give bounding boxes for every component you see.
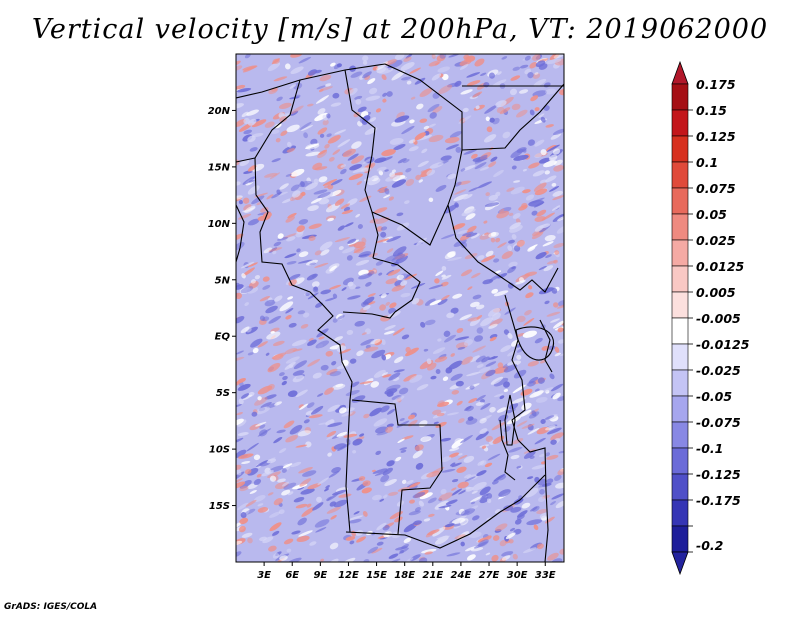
colorbar-swatch	[671, 525, 689, 553]
colorbar-swatch	[671, 343, 689, 371]
country-borders	[236, 63, 564, 562]
border-line	[447, 204, 559, 293]
lon-tick-label: 12E	[338, 570, 359, 581]
colorbar-label: 0.05	[696, 207, 727, 222]
colorbar-swatch	[671, 317, 689, 345]
border-line	[342, 311, 396, 319]
lon-tick-label: 30E	[507, 570, 528, 581]
border-line	[291, 284, 353, 401]
lat-tick-label: 5N	[215, 275, 231, 286]
colorbar-swatch	[671, 213, 689, 241]
lake-outline	[504, 394, 516, 446]
border-line	[384, 63, 463, 206]
lon-tick-label: 18E	[394, 570, 415, 581]
border-line	[461, 83, 564, 151]
lon-tick-label: 15E	[366, 570, 387, 581]
lon-tick-label: 6E	[285, 570, 299, 581]
colorbar-label: -0.1	[696, 441, 723, 456]
colorbar-label: -0.125	[696, 467, 741, 482]
border-line	[345, 399, 351, 533]
lat-tick-label: 15N	[208, 162, 231, 173]
colorbar-bottom-arrow	[671, 551, 689, 576]
colorbar-label: 0.1	[696, 155, 718, 170]
colorbar-swatch	[671, 161, 689, 189]
lat-tick-label: 15S	[209, 501, 230, 512]
border-line	[372, 257, 421, 313]
colorbar-label: 0.005	[696, 285, 736, 300]
colorbar-label: -0.075	[696, 415, 741, 430]
border-line	[499, 419, 516, 481]
border-line	[254, 157, 293, 286]
colorbar-label: 0.025	[696, 233, 736, 248]
colorbar-label: -0.005	[696, 311, 741, 326]
lon-tick-label: 27E	[479, 570, 500, 581]
lon-tick-label: 21E	[422, 570, 443, 581]
lat-tick-label: 10S	[209, 445, 230, 456]
longitude-axis: 3E 6E 9E 12E 15E 18E 21E 24E 27E 30E 33E	[257, 562, 556, 581]
border-line	[236, 79, 301, 163]
border-line	[371, 204, 449, 246]
lat-tick-label: 10N	[208, 219, 231, 230]
colorbar-label: -0.2	[696, 538, 723, 553]
lat-tick-label: 5S	[216, 388, 230, 399]
colorbar-swatch	[671, 447, 689, 475]
velocity-field	[236, 54, 564, 562]
lat-tick-label: 20N	[208, 106, 231, 117]
border-line	[351, 399, 443, 535]
colorbar-swatch	[671, 291, 689, 319]
colorbar-label: -0.025	[696, 363, 741, 378]
lon-tick-label: 3E	[257, 570, 271, 581]
lat-tick-label: EQ	[215, 332, 231, 343]
colorbar-label: -0.175	[696, 493, 741, 508]
latitude-axis: 20N 15N 10N 5N EQ 5S 10S 15S	[208, 106, 236, 512]
colorbar-swatch	[671, 473, 689, 501]
colorbar-label: -0.05	[696, 389, 732, 404]
lon-tick-label: 33E	[535, 570, 556, 581]
colorbar-label: 0.175	[696, 77, 736, 92]
colorbar-swatch	[671, 83, 689, 111]
colorbar-label: 0.15	[696, 103, 727, 118]
colorbar: 0.175 0.15 0.125 0.1 0.075 0.05 0.025 0.0125 0.0…	[671, 60, 750, 576]
lon-tick-label: 24E	[451, 570, 472, 581]
map-title: Vertical velocity [m/s] at 200hPa, VT: 2…	[31, 14, 769, 45]
colorbar-label: -0.0125	[696, 337, 750, 352]
colorbar-swatch	[671, 265, 689, 293]
colorbar-swatch	[671, 395, 689, 423]
border-line	[344, 69, 379, 259]
grads-credit: GrADS: IGES/COLA	[4, 602, 98, 612]
colorbar-label: 0.075	[696, 181, 736, 196]
border-line	[517, 439, 549, 562]
colorbar-swatch	[671, 421, 689, 449]
colorbar-swatch	[671, 239, 689, 267]
colorbar-swatch	[671, 369, 689, 397]
colorbar-swatch	[671, 135, 689, 163]
border-line	[236, 204, 245, 263]
colorbar-swatch	[671, 109, 689, 137]
colorbar-label: 0.125	[696, 129, 736, 144]
colorbar-swatch	[671, 499, 689, 527]
colorbar-top-arrow	[671, 60, 689, 85]
border-line	[345, 474, 546, 549]
colorbar-label: 0.0125	[696, 259, 745, 274]
map-area[interactable]	[228, 50, 570, 566]
lon-tick-label: 9E	[313, 570, 327, 581]
map-frame	[235, 53, 565, 563]
lake-outline	[515, 326, 555, 361]
colorbar-swatch	[671, 187, 689, 215]
